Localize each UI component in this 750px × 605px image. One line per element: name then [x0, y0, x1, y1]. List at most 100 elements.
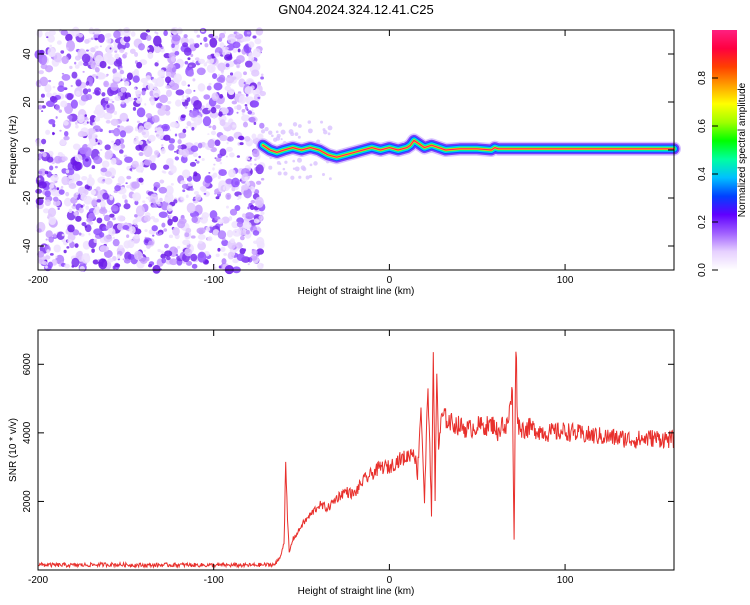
noise-blob: [55, 255, 58, 259]
noise-blob: [244, 104, 248, 107]
noise-blob: [185, 126, 189, 129]
noise-blob: [297, 157, 302, 163]
noise-blob: [207, 133, 210, 135]
noise-blob: [184, 60, 189, 65]
noise-blob: [75, 79, 82, 87]
noise-blob: [146, 34, 152, 42]
noise-blob: [213, 82, 223, 91]
noise-blob: [149, 162, 157, 171]
noise-blob: [112, 265, 116, 270]
noise-blob: [44, 190, 51, 198]
noise-blob: [60, 100, 68, 108]
noise-blob: [88, 134, 93, 140]
noise-blob: [174, 50, 180, 56]
noise-blob: [103, 80, 109, 88]
noise-blob: [61, 176, 70, 186]
noise-blob: [163, 134, 171, 141]
noise-blob: [218, 183, 226, 193]
noise-blob: [86, 121, 89, 124]
noise-blob: [79, 265, 85, 272]
noise-blob: [114, 95, 121, 102]
noise-blob: [95, 75, 99, 79]
noise-blob: [230, 238, 235, 244]
noise-blob: [253, 121, 257, 126]
noise-blob: [135, 144, 142, 151]
noise-blob: [154, 130, 157, 133]
noise-blob: [152, 234, 155, 237]
noise-blob: [64, 131, 69, 137]
noise-blob: [48, 29, 56, 36]
noise-blob: [152, 88, 161, 98]
noise-blob: [132, 219, 138, 226]
noise-blob: [84, 225, 88, 228]
noise-blob: [53, 196, 59, 202]
noise-blob: [78, 61, 83, 66]
noise-blob: [39, 76, 49, 87]
noise-blob: [155, 184, 160, 188]
noise-blob: [161, 123, 170, 132]
noise-blob: [199, 215, 209, 224]
noise-blob: [130, 31, 136, 37]
noise-blob: [208, 172, 211, 174]
noise-blob: [223, 252, 228, 256]
noise-blob: [232, 228, 242, 237]
noise-blob: [104, 249, 113, 259]
noise-blob: [219, 134, 228, 142]
x-tick-label: 100: [557, 575, 574, 586]
colorbar: 0.0 0.2 0.4 0.6 0.8 Normalized spectral ampl…: [697, 30, 748, 277]
noise-blob: [160, 250, 164, 254]
noise-blob: [77, 131, 86, 138]
noise-blob: [127, 97, 134, 102]
noise-blob: [231, 221, 239, 229]
noise-blob: [159, 94, 169, 104]
noise-blob: [125, 182, 128, 185]
noise-blob: [159, 43, 163, 48]
noise-blob: [198, 58, 206, 64]
noise-blob: [158, 154, 161, 157]
noise-blob: [161, 144, 164, 147]
noise-blob: [245, 60, 253, 68]
noise-blob: [212, 172, 218, 178]
noise-blob: [90, 47, 96, 53]
noise-blob: [292, 167, 296, 170]
noise-blob: [259, 122, 265, 129]
noise-blob: [147, 83, 154, 91]
noise-blob: [151, 225, 158, 232]
noise-blob: [245, 106, 249, 110]
noise-blob: [126, 234, 130, 239]
noise-blob: [244, 86, 254, 95]
noise-blob: [171, 34, 181, 42]
noise-blob: [94, 116, 101, 122]
x-tick-label: 0: [387, 275, 393, 286]
noise-blob: [226, 137, 232, 142]
noise-blob: [248, 52, 254, 59]
spectrogram-y-ticks: -40 -20 0 20 40: [22, 48, 674, 253]
noise-blob: [168, 234, 174, 239]
noise-blob: [119, 130, 127, 138]
noise-blob: [115, 138, 121, 146]
noise-blob: [71, 71, 78, 79]
noise-blob: [247, 110, 253, 115]
noise-blob: [228, 90, 235, 96]
noise-blob: [313, 161, 318, 166]
noise-blob: [87, 128, 96, 135]
noise-blob: [185, 194, 189, 199]
noise-blob: [144, 103, 147, 106]
noise-blob: [134, 52, 139, 58]
noise-blob: [163, 30, 168, 37]
noise-blob: [123, 240, 131, 249]
noise-blob: [298, 175, 302, 179]
noise-blob: [197, 142, 203, 149]
noise-blob: [141, 90, 146, 96]
y-tick-label: 0: [22, 147, 33, 153]
noise-blob: [200, 185, 207, 193]
noise-blob: [196, 34, 201, 38]
noise-blob: [182, 42, 189, 48]
noise-blob: [84, 39, 90, 44]
noise-blob: [218, 111, 223, 117]
noise-blob: [120, 86, 127, 93]
noise-blob: [192, 59, 195, 63]
noise-blob: [152, 264, 161, 274]
snr-x-axis-label: Height of straight line (km): [298, 586, 415, 597]
noise-blob: [131, 181, 140, 189]
